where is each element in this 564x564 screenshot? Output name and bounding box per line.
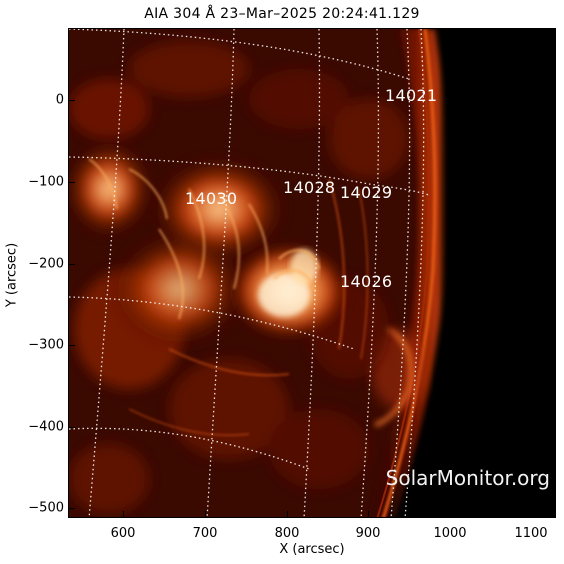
x-tick-label: 600: [110, 526, 136, 541]
solar-limb: [367, 29, 447, 517]
watermark: SolarMonitor.org: [385, 466, 550, 490]
x-axis-title: X (arcsec): [279, 542, 345, 557]
active-region-14026-glow: [229, 243, 349, 339]
y-tick: [68, 182, 75, 183]
x-tick: [368, 511, 369, 518]
region-label-14028: 14028: [283, 178, 336, 197]
x-tick-label: 900: [355, 526, 381, 541]
y-tick-label: −300: [28, 337, 64, 353]
y-axis-title: Y (arcsec): [4, 242, 20, 308]
x-tick-label: 1100: [514, 526, 548, 541]
sun-image: [69, 29, 555, 517]
y-tick-label: −200: [28, 256, 64, 272]
y-tick: [68, 508, 75, 509]
region-label-14030: 14030: [185, 189, 238, 208]
heliographic-grid: [69, 29, 430, 517]
x-tick: [123, 511, 124, 518]
region-label-14021: 14021: [385, 86, 438, 105]
region-label-14029: 14029: [340, 183, 393, 202]
solar-image-panel: [68, 28, 556, 518]
x-tick: [205, 511, 206, 518]
image-title: AIA 304 Å 23–Mar–2025 20:24:41.129: [144, 6, 420, 22]
x-tick-label: 800: [274, 526, 300, 541]
x-tick-label: 1000: [433, 526, 467, 541]
y-tick: [68, 427, 75, 428]
y-tick: [68, 345, 75, 346]
x-tick: [450, 511, 451, 518]
y-tick: [68, 264, 75, 265]
y-tick-label: −100: [28, 174, 64, 190]
y-tick: [68, 100, 75, 101]
x-tick: [287, 511, 288, 518]
x-tick: [531, 511, 532, 518]
y-tick-label: 0: [55, 92, 64, 108]
region-label-14026: 14026: [340, 272, 393, 291]
x-tick-label: 700: [192, 526, 218, 541]
y-tick-label: −500: [28, 500, 64, 516]
y-tick-label: −400: [28, 419, 64, 435]
